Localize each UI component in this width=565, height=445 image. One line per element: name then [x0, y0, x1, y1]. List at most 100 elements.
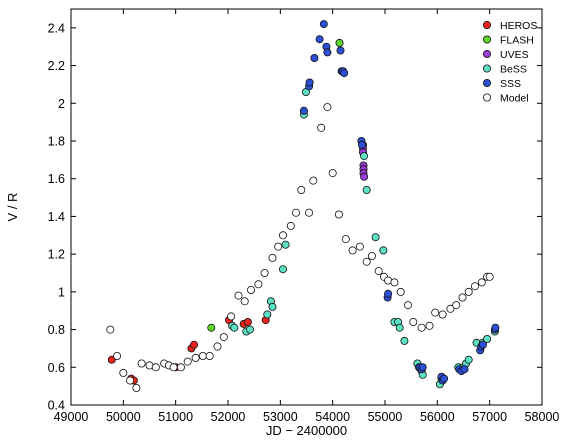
model-point — [205, 351, 214, 360]
sss-point — [305, 78, 314, 87]
flash-point — [335, 38, 344, 47]
sss-point — [491, 323, 500, 332]
model-point — [240, 297, 249, 306]
sss-point — [418, 363, 427, 372]
x-tick-label: 49000 — [54, 410, 89, 424]
legend-label: HEROS — [500, 20, 537, 32]
legend-marker — [482, 50, 491, 59]
model-point — [477, 278, 486, 287]
sss-point — [340, 69, 349, 78]
legend-label: BeSS — [500, 64, 527, 76]
y-tick-label: 1.2 — [48, 248, 65, 262]
model-point — [446, 304, 455, 313]
model-point — [362, 257, 371, 266]
sss-point — [336, 46, 345, 55]
y-tick-label: 0.8 — [48, 323, 65, 337]
bess-point — [281, 240, 290, 249]
model-point — [278, 231, 287, 240]
model-point — [213, 342, 222, 351]
sss-point — [384, 289, 393, 298]
model-point — [431, 308, 440, 317]
model-point — [464, 287, 473, 296]
model-point — [323, 103, 332, 112]
bess-point — [245, 325, 254, 334]
model-point — [348, 246, 357, 255]
model-point — [458, 293, 467, 302]
bess-point — [371, 233, 380, 242]
plot-frame — [70, 8, 543, 406]
legend-marker — [482, 79, 491, 88]
y-tick-label: 1.8 — [48, 135, 65, 149]
x-tick-label: 54000 — [315, 410, 350, 424]
bess-point — [362, 185, 371, 194]
bess-point — [268, 302, 277, 311]
model-point — [297, 185, 306, 194]
y-tick-label: 1.6 — [48, 172, 65, 186]
y-axis-label: V / R — [5, 193, 20, 222]
legend-label: UVES — [500, 49, 529, 61]
model-point — [169, 363, 178, 372]
bess-point — [278, 265, 287, 274]
x-tick-label: 57000 — [472, 410, 507, 424]
model-point — [452, 301, 461, 310]
model-point — [485, 272, 494, 281]
model-point — [286, 221, 295, 230]
heros-point — [243, 317, 252, 326]
sss-point — [357, 140, 366, 149]
y-tick-label: 2.4 — [48, 21, 65, 35]
model-point — [254, 280, 263, 289]
y-tick-label: 0.6 — [48, 361, 65, 375]
model-point — [234, 291, 243, 300]
model-point — [396, 287, 405, 296]
y-tick-label: 2 — [58, 97, 65, 111]
model-point — [291, 208, 300, 217]
x-axis-label: JD − 2400000 — [266, 423, 347, 438]
legend-label: SSS — [500, 78, 521, 90]
y-tick-label: 0.4 — [48, 399, 65, 413]
heros-point — [189, 340, 198, 349]
sss-point — [299, 106, 308, 115]
legend: HEROS FLASH UVES BeSS SSS Model — [482, 20, 537, 105]
model-point — [367, 251, 376, 260]
model-point — [374, 267, 383, 276]
bess-point — [263, 310, 272, 319]
model-point — [334, 210, 343, 219]
bess-point — [379, 246, 388, 255]
model-point — [151, 363, 160, 372]
model-point — [198, 351, 207, 360]
model-point — [417, 323, 426, 332]
y-tick-label: 2.2 — [48, 59, 65, 73]
sss-point — [310, 54, 319, 63]
legend-marker — [482, 64, 491, 73]
bess-point — [483, 334, 492, 343]
model-point — [470, 282, 479, 291]
y-tick-label: 1.4 — [48, 210, 65, 224]
model-point — [390, 278, 399, 287]
x-tick-label: 55000 — [368, 410, 403, 424]
model-point — [317, 123, 326, 132]
model-point — [113, 351, 122, 360]
x-axis: 49000 50000 51000 52000 53000 54000 55000 56000… — [54, 9, 560, 424]
x-tick-label: 58000 — [525, 410, 560, 424]
model-point — [403, 301, 412, 310]
y-axis: 0.4 0.6 0.8 1 1.2 1.4 1.6 1.8 2 2.2 2.4 — [48, 21, 542, 413]
model-point — [309, 176, 318, 185]
model-point — [119, 368, 128, 377]
bess-point — [395, 323, 404, 332]
model-point — [274, 242, 283, 251]
sss-point — [440, 374, 449, 383]
model-point — [305, 208, 314, 217]
bess-point — [464, 355, 473, 364]
model-point — [106, 325, 115, 334]
y-tick-label: 1 — [58, 285, 65, 299]
x-tick-label: 50000 — [106, 410, 141, 424]
model-point — [409, 317, 418, 326]
model-point — [246, 285, 255, 294]
legend-marker — [482, 35, 491, 44]
model-point — [328, 169, 337, 178]
bess-point — [360, 152, 369, 161]
model-point — [268, 253, 277, 262]
data-points — [106, 20, 500, 392]
